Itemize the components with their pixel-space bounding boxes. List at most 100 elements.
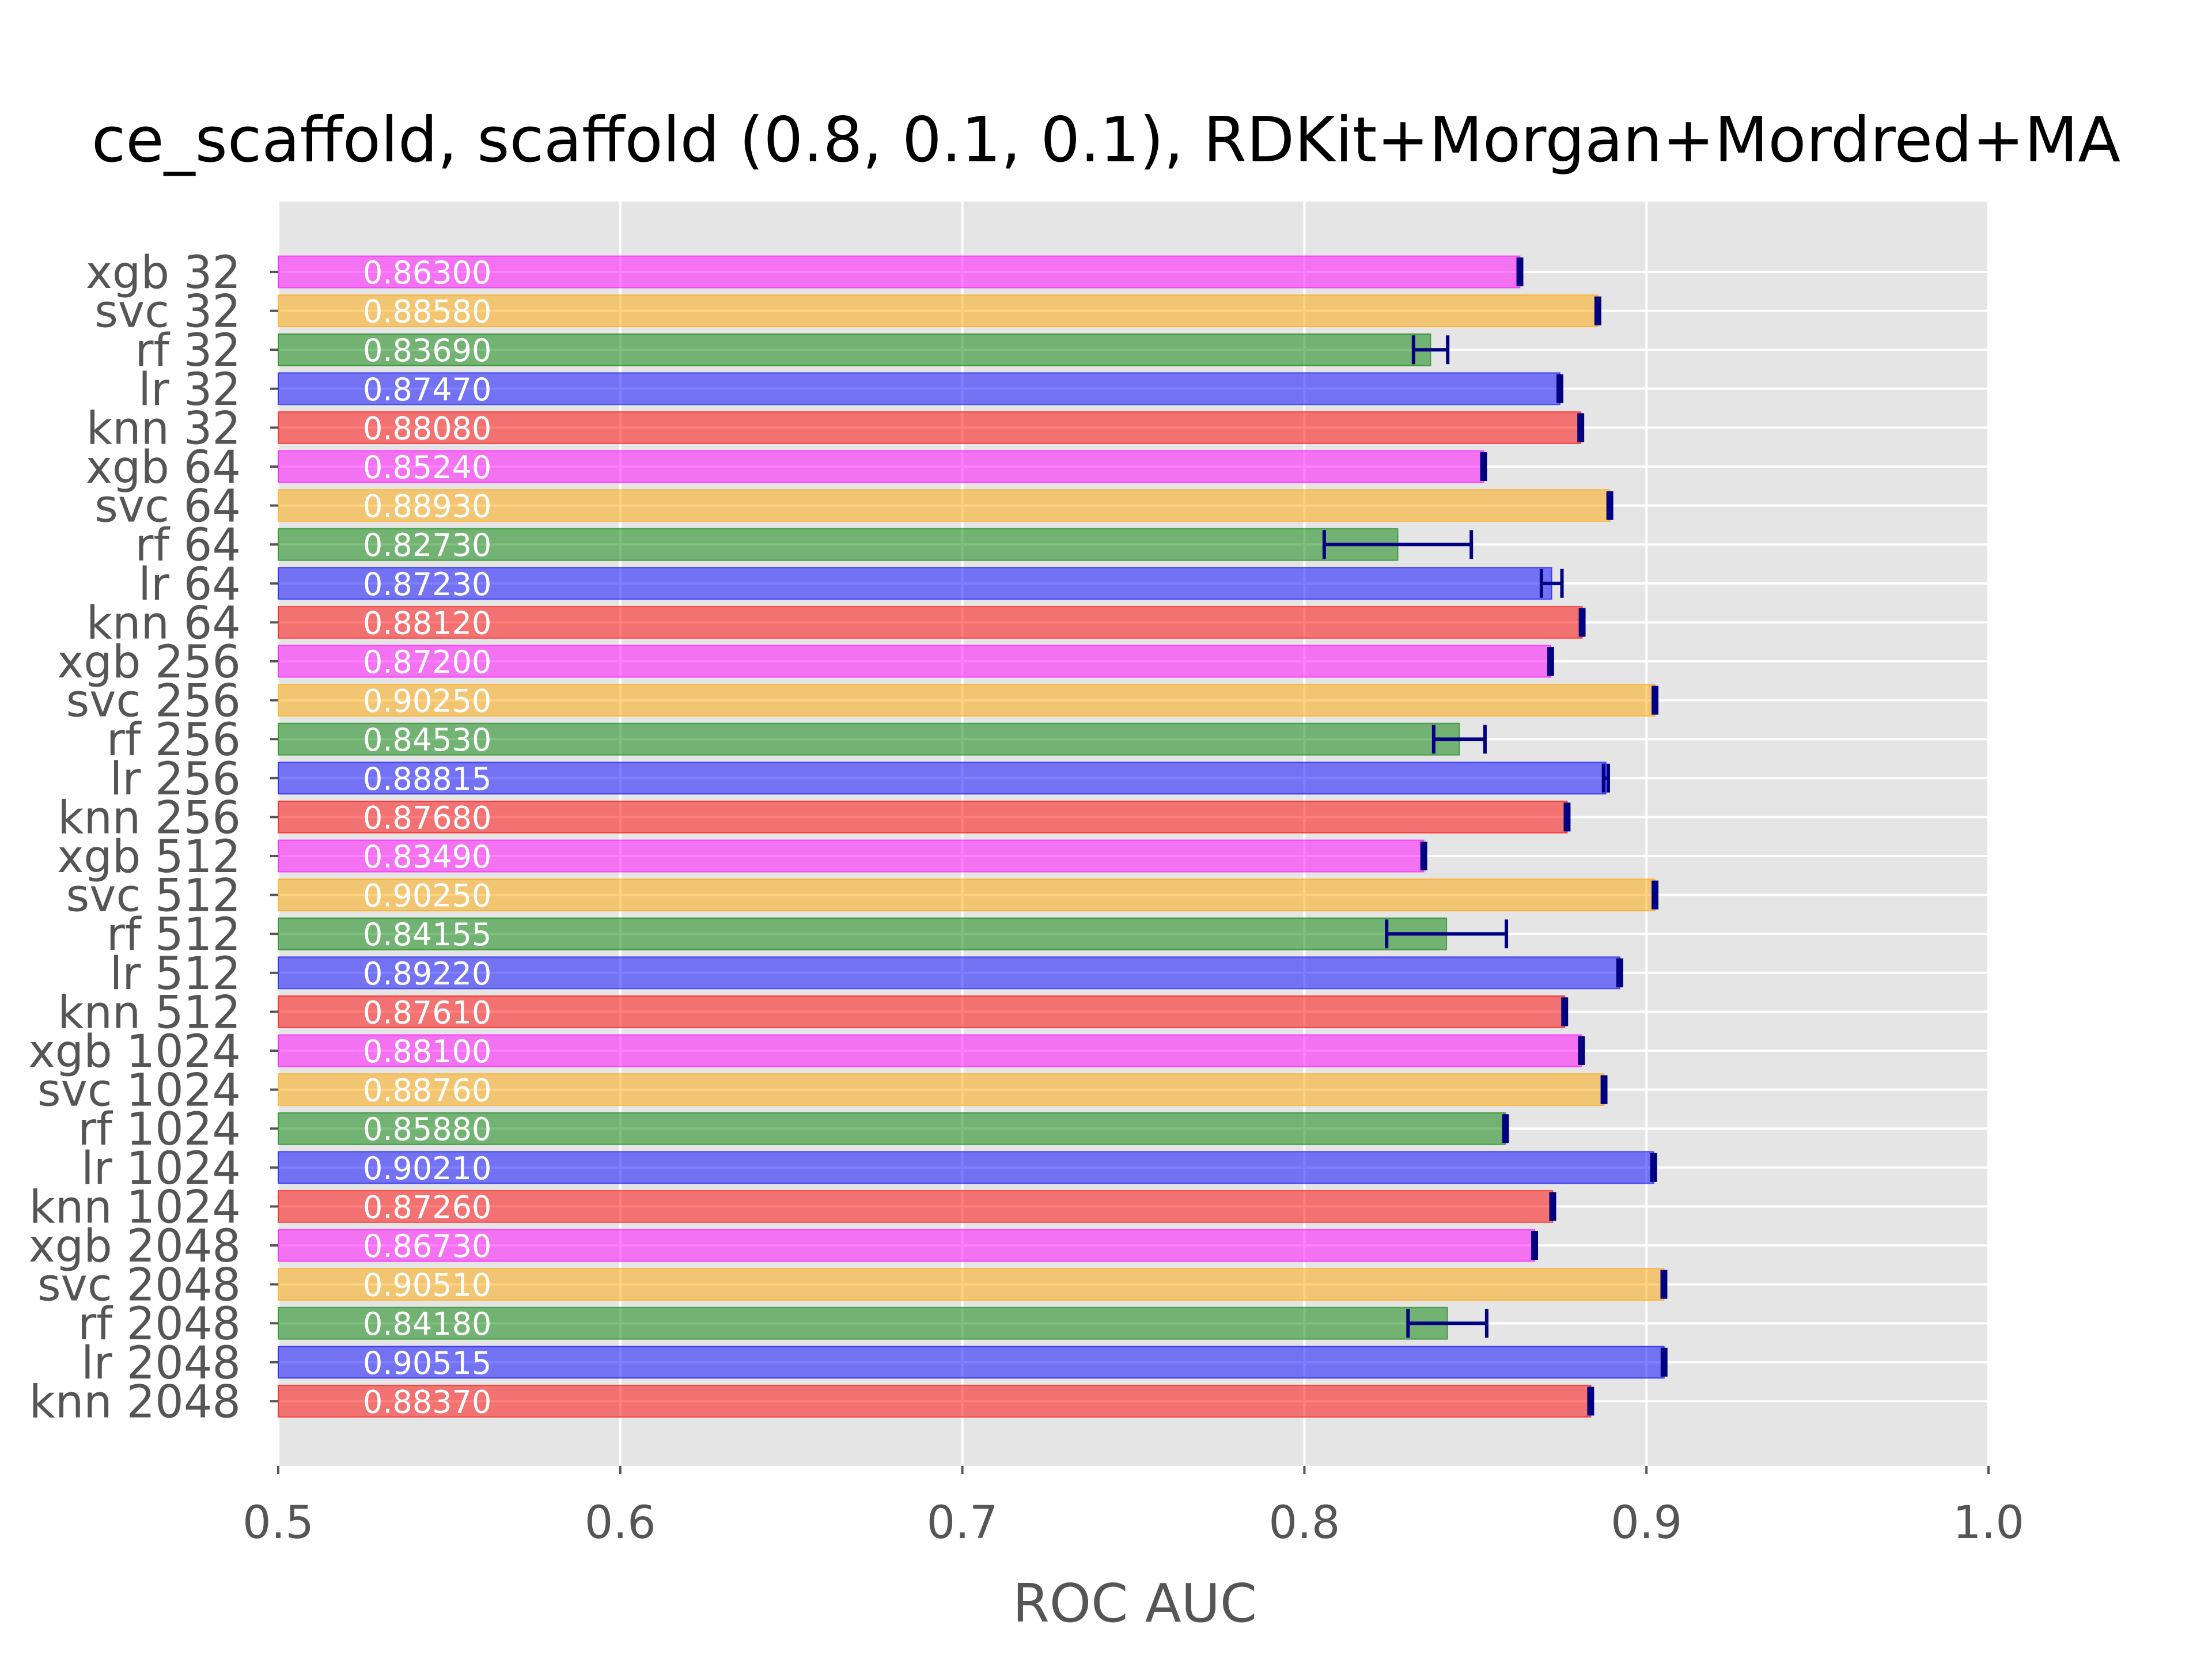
bar-knn-256 — [278, 800, 1568, 834]
error-bar — [1578, 1036, 1585, 1065]
value-label: 0.88370 — [363, 1384, 491, 1420]
error-bar — [1539, 569, 1564, 598]
bar-xgb-1024 — [278, 1034, 1582, 1067]
y-tick-label: lr 64 — [138, 559, 241, 611]
value-label: 0.88120 — [363, 605, 491, 641]
value-label: 0.88815 — [363, 761, 491, 797]
y-tick-label: rf 512 — [107, 909, 241, 961]
x-tick-label: 0.7 — [927, 1497, 998, 1549]
y-tick-label: svc 256 — [66, 676, 241, 728]
bar-knn-512 — [278, 995, 1566, 1028]
error-bar — [1502, 1114, 1509, 1143]
value-label: 0.88760 — [363, 1073, 491, 1109]
y-tick-label: svc 64 — [94, 481, 241, 533]
error-bar — [1652, 685, 1659, 715]
value-label: 0.88080 — [363, 410, 491, 446]
y-tick-label: knn 64 — [86, 597, 241, 649]
y-tick-label: rf 2048 — [78, 1298, 241, 1350]
y-tick-label: knn 32 — [86, 403, 241, 454]
bar-rf-2048 — [278, 1306, 1448, 1340]
y-tick-label: knn 256 — [58, 792, 241, 844]
value-label: 0.85880 — [363, 1111, 491, 1147]
value-label: 0.86300 — [363, 255, 491, 291]
chart-title: ce_scaffold, scaffold (0.8, 0.1, 0.1), R… — [92, 104, 2120, 176]
error-bar — [1606, 491, 1613, 520]
error-bar — [1549, 1192, 1556, 1221]
error-bar — [1660, 1347, 1668, 1377]
error-bar — [1652, 880, 1659, 910]
error-bar — [1431, 725, 1487, 754]
x-axis-label: ROC AUC — [1013, 1573, 1257, 1634]
bar-lr-1024 — [278, 1151, 1654, 1184]
y-tick-label: svc 32 — [94, 286, 241, 338]
y-tick-label: svc 512 — [66, 870, 241, 922]
y-tick-label: xgb 2048 — [29, 1221, 241, 1272]
y-tick-label: knn 512 — [58, 987, 241, 1039]
error-bar — [1516, 257, 1524, 286]
error-bar — [1577, 413, 1585, 442]
bar-xgb-2048 — [278, 1229, 1536, 1262]
y-tick-label: xgb 64 — [86, 442, 241, 494]
y-tick-label: xgb 256 — [57, 637, 241, 688]
y-tick-label: xgb 32 — [86, 247, 241, 299]
value-label: 0.90510 — [363, 1267, 491, 1304]
bar-svc-512 — [278, 878, 1656, 912]
x-tick-label: 0.9 — [1611, 1497, 1682, 1549]
bar-svc-64 — [278, 489, 1611, 522]
error-bar — [1531, 1231, 1538, 1260]
value-label: 0.86730 — [363, 1228, 491, 1264]
bar-rf-256 — [278, 722, 1460, 756]
error-bar — [1600, 1075, 1608, 1104]
bar-knn-32 — [278, 411, 1582, 444]
error-bar — [1594, 296, 1601, 325]
error-bar — [1480, 452, 1487, 481]
error-bars — [1322, 257, 1668, 1416]
value-labels: 0.863000.885800.836900.874700.880800.852… — [363, 255, 491, 1420]
value-label: 0.83490 — [363, 839, 491, 875]
value-label: 0.90210 — [363, 1150, 491, 1187]
error-bar — [1385, 919, 1509, 949]
value-label: 0.90515 — [363, 1345, 491, 1381]
error-bar — [1322, 530, 1474, 559]
value-label: 0.83690 — [363, 332, 491, 369]
y-tick-label: knn 1024 — [29, 1181, 241, 1233]
error-bar — [1660, 1270, 1668, 1299]
bar-rf-32 — [278, 333, 1431, 366]
y-tick-label: svc 1024 — [37, 1065, 241, 1117]
y-tick-label: rf 1024 — [78, 1104, 241, 1156]
y-tick-label: lr 1024 — [81, 1143, 241, 1195]
value-label: 0.87260 — [363, 1189, 491, 1225]
bar-svc-1024 — [278, 1073, 1605, 1107]
value-label: 0.90250 — [363, 878, 491, 914]
bars — [278, 255, 1665, 1418]
value-label: 0.89220 — [363, 956, 491, 992]
value-label: 0.88580 — [363, 294, 491, 330]
error-bar — [1547, 647, 1554, 676]
error-bar — [1406, 1309, 1488, 1338]
x-tick-label: 0.5 — [243, 1497, 314, 1549]
error-bar — [1411, 335, 1450, 365]
y-tick-label: xgb 1024 — [29, 1026, 241, 1078]
bar-xgb-512 — [278, 839, 1425, 873]
x-tick-label: 1.0 — [1953, 1497, 2024, 1549]
error-bar — [1556, 374, 1563, 403]
value-label: 0.82730 — [363, 527, 491, 563]
error-bar — [1578, 608, 1586, 637]
value-label: 0.84530 — [363, 722, 491, 758]
bar-lr-32 — [278, 372, 1560, 406]
bar-lr-2048 — [278, 1346, 1665, 1379]
y-tick-label: lr 256 — [110, 753, 241, 805]
value-label: 0.87680 — [363, 800, 491, 836]
error-bar — [1561, 997, 1569, 1027]
error-bar — [1587, 1387, 1594, 1416]
y-tick-label: rf 32 — [135, 325, 241, 377]
value-label: 0.88100 — [363, 1033, 491, 1070]
y-tick-label: lr 512 — [110, 948, 241, 1000]
bar-lr-256 — [278, 762, 1607, 795]
x-axis-ticks: 0.5 0.6 0.7 0.8 0.9 1.0 — [243, 1466, 2024, 1549]
value-label: 0.88930 — [363, 488, 491, 525]
x-tick-label: 0.6 — [585, 1497, 656, 1549]
y-tick-label: knn 2048 — [29, 1376, 241, 1428]
